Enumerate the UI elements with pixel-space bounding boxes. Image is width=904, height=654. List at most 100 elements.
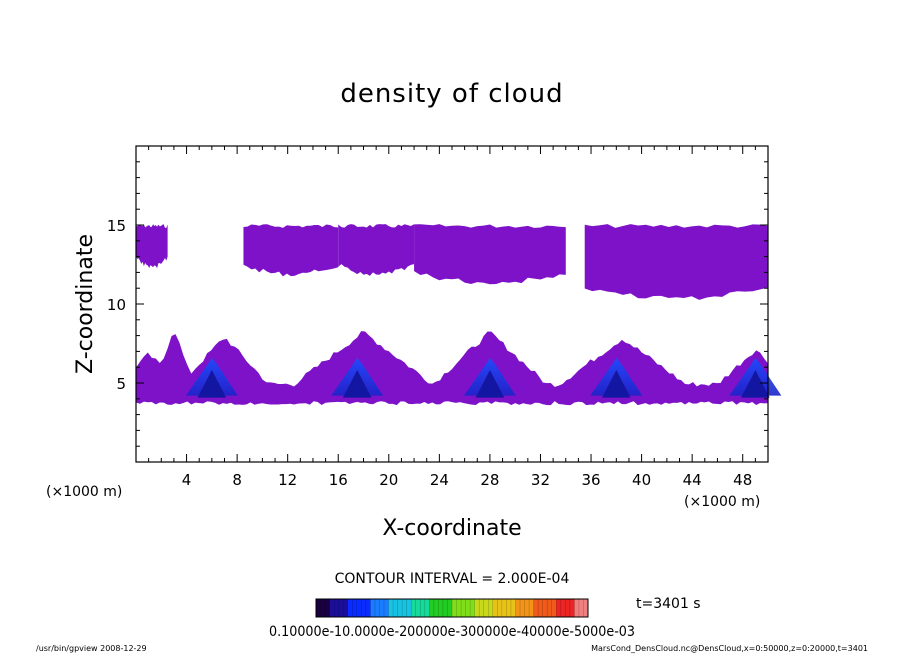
- colorbar-segment: [384, 599, 389, 617]
- x-tick-label: 12: [278, 471, 297, 489]
- colorbar-segment: [370, 599, 376, 617]
- chart-title: density of cloud: [340, 79, 563, 109]
- colorbar-segment: [352, 599, 358, 617]
- x-tick-label: 32: [531, 471, 550, 489]
- colorbar-segment: [456, 599, 462, 617]
- x-tick-label: 44: [683, 471, 702, 489]
- colorbar-segment: [578, 599, 584, 617]
- colorbar-segment: [542, 599, 548, 617]
- x-axis-unit: (×1000 m): [684, 494, 760, 510]
- colorbar-segment: [452, 599, 457, 617]
- y-tick-label: 5: [116, 375, 126, 393]
- colorbar-segment: [361, 599, 367, 617]
- upper-cloud-blob: [338, 224, 415, 276]
- y-axis-label: Z-coordinate: [73, 234, 98, 374]
- upper-cloud-blob: [414, 224, 566, 285]
- x-axis-label: X-coordinate: [382, 516, 521, 541]
- footer-right: MarsCond_DensCloud.nc@DensCloud,x=0:5000…: [591, 644, 868, 653]
- colorbar-segment: [406, 599, 412, 617]
- colorbar-segment: [488, 599, 494, 617]
- colorbar-segment: [433, 599, 439, 617]
- plot-area: [136, 224, 782, 406]
- colorbar-segment: [506, 599, 512, 617]
- colorbar-segment: [492, 599, 498, 617]
- contour-interval: CONTOUR INTERVAL = 2.000E-04: [335, 571, 570, 587]
- colorbar-segment: [325, 599, 330, 617]
- colorbar-segment: [429, 599, 435, 617]
- colorbar-frame: [315, 598, 589, 618]
- y-axis-unit: (×1000 m): [46, 484, 122, 500]
- x-tick-label: 36: [581, 471, 600, 489]
- colorbar-segment: [415, 599, 421, 617]
- colorbar-segment: [388, 599, 394, 617]
- x-tick-label: 28: [480, 471, 499, 489]
- y-tick-label: 15: [107, 217, 126, 235]
- colorbar-segment: [379, 599, 385, 617]
- colorbar-segment: [343, 599, 349, 617]
- colorbar-segment: [556, 599, 562, 617]
- colorbar-segment: [529, 599, 534, 617]
- colorbar-segment: [442, 599, 448, 617]
- colorbar-segment: [356, 599, 362, 617]
- footer-left: /usr/bin/gpview 2008-12-29: [36, 644, 147, 653]
- colorbar-segment: [533, 599, 539, 617]
- plot-frame: [135, 145, 769, 463]
- colorbar-segment: [329, 599, 335, 617]
- colorbar-segment: [334, 599, 340, 617]
- upper-cloud-blob: [243, 224, 339, 277]
- colorbar-segment: [497, 599, 503, 617]
- colorbar-segment: [393, 599, 398, 617]
- colorbar-segment: [515, 599, 521, 617]
- colorbar-segment: [474, 599, 480, 617]
- upper-cloud-blob: [584, 224, 768, 300]
- colorbar-segment: [583, 599, 589, 617]
- upper-cloud-blob: [136, 224, 168, 269]
- x-tick-label: 20: [379, 471, 398, 489]
- colorbar-segment: [424, 599, 430, 617]
- colorbar-segment: [447, 599, 453, 617]
- time-label: t=3401 s: [636, 596, 701, 612]
- colorbar-segment: [560, 599, 566, 617]
- colorbar-segment: [316, 599, 321, 617]
- colorbar-segment: [420, 599, 426, 617]
- colorbar-segment: [465, 599, 471, 617]
- colorbar-segment: [510, 599, 516, 617]
- colorbar-segment: [374, 599, 380, 617]
- colorbar-segment: [569, 599, 575, 617]
- colorbar-segment: [483, 599, 489, 617]
- dense-cloud-core-inner: [197, 370, 227, 398]
- colorbar-segment: [461, 599, 466, 617]
- colorbar-segment: [320, 599, 326, 617]
- colorbar-segment: [397, 599, 403, 617]
- colorbar: [315, 599, 589, 617]
- colorbar-segment: [365, 599, 371, 617]
- colorbar-segment: [470, 599, 476, 617]
- colorbar-segment: [520, 599, 525, 617]
- x-tick-label: 24: [430, 471, 449, 489]
- x-tick-label: 4: [182, 471, 192, 489]
- colorbar-segment: [524, 599, 530, 617]
- dense-cloud-core-inner: [475, 370, 505, 398]
- x-tick-label: 48: [733, 471, 752, 489]
- upper-cloud-band: [136, 224, 768, 300]
- x-tick-label: 8: [232, 471, 242, 489]
- colorbar-segment: [347, 599, 353, 617]
- colorbar-segment: [551, 599, 557, 617]
- dense-cloud-core-inner: [741, 370, 770, 398]
- x-tick-label: 16: [329, 471, 348, 489]
- dense-cloud-core-inner: [342, 370, 372, 398]
- colorbar-segment: [501, 599, 507, 617]
- colorbar-segment: [479, 599, 485, 617]
- colorbar-segment: [538, 599, 544, 617]
- x-tick-label: 40: [632, 471, 651, 489]
- colorbar-segment: [411, 599, 417, 617]
- colorbar-segment: [574, 599, 580, 617]
- colorbar-segment: [565, 599, 571, 617]
- colorbar-segment: [402, 599, 408, 617]
- colorbar-segment: [547, 599, 553, 617]
- lower-cloud-band: [136, 331, 782, 406]
- y-tick-label: 10: [107, 296, 126, 314]
- colorbar-segment: [438, 599, 444, 617]
